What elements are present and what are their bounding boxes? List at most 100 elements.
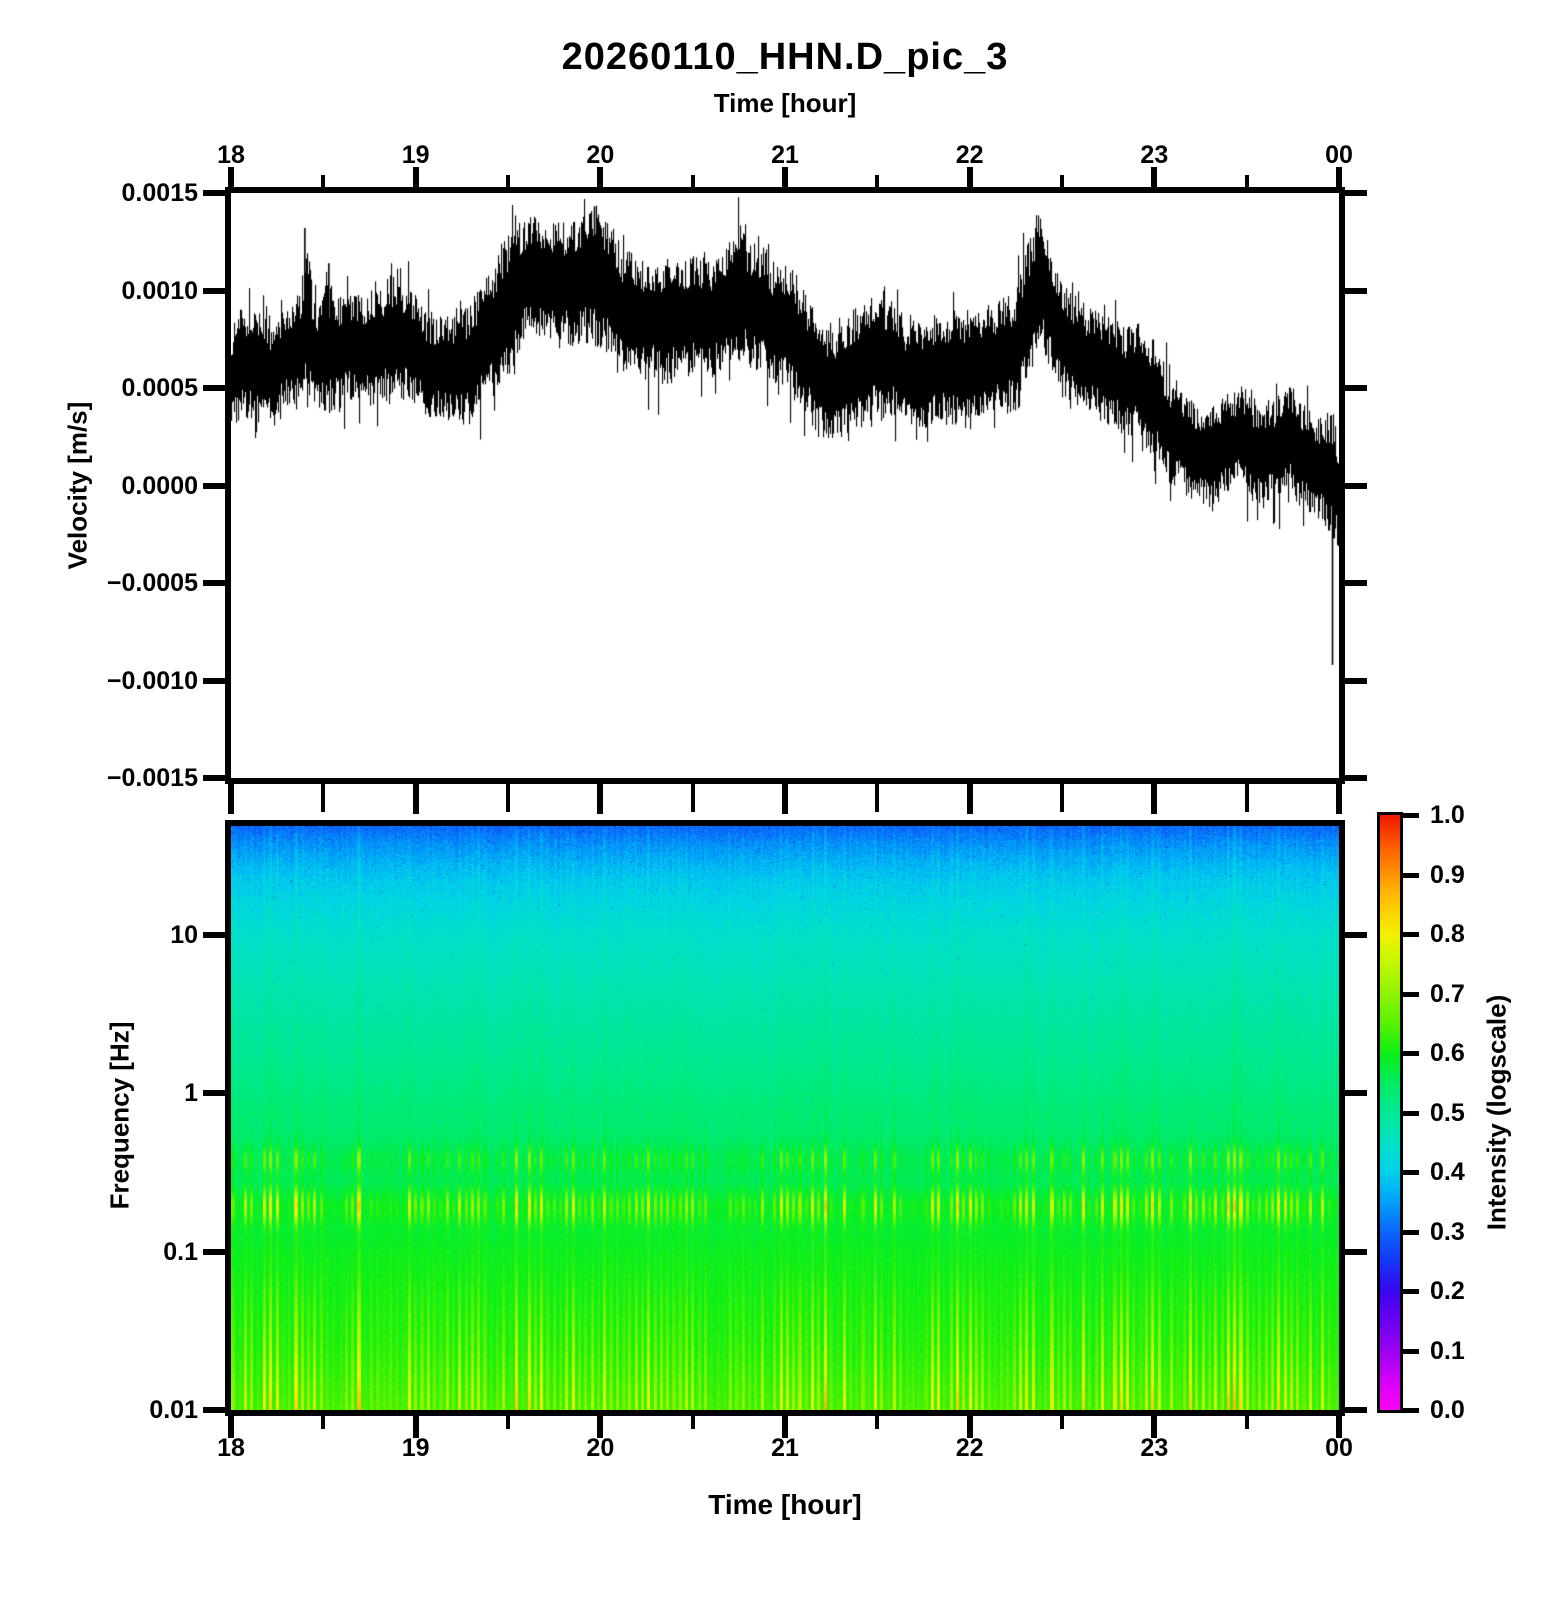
axis-tick-mark — [203, 677, 225, 684]
seismogram-panel — [225, 187, 1345, 784]
axis-tick-mark — [1345, 190, 1367, 196]
spectrogram-canvas — [231, 826, 1339, 1410]
top-time-axis-label: Time [hour] — [713, 88, 857, 118]
axis-tick-mark — [506, 175, 510, 187]
velocity-tick-label: −0.0015 — [106, 764, 198, 792]
axis-tick-mark — [203, 775, 225, 781]
velocity-tick-label: 0.0010 — [121, 276, 198, 305]
axis-tick-mark — [1403, 991, 1419, 997]
bottom-time-axis-label: Time [hour] — [708, 1489, 862, 1520]
colorbar-tick-label: 0.7 — [1430, 979, 1465, 1008]
axis-tick-mark — [203, 1407, 225, 1413]
colorbar-tick-label: 0.9 — [1430, 860, 1465, 889]
axis-tick-mark — [412, 1416, 419, 1438]
spectrogram-x-tick-label: 00 — [1325, 1434, 1353, 1462]
axis-tick-mark — [228, 1416, 234, 1438]
axis-tick-mark — [1345, 1407, 1367, 1413]
axis-tick-mark — [1403, 1110, 1419, 1116]
intensity-axis-label: Intensity (logscale) — [1481, 994, 1512, 1231]
spectrogram-x-tick-label: 18 — [217, 1434, 245, 1462]
axis-tick-mark — [1345, 775, 1367, 781]
colorbar-canvas — [1380, 815, 1400, 1410]
axis-tick-mark — [1345, 932, 1367, 939]
axis-tick-mark — [506, 1416, 510, 1429]
axis-tick-mark — [1060, 175, 1064, 187]
colorbar-tick-label: 0.2 — [1430, 1277, 1465, 1305]
seismogram-x-tick-label: 20 — [586, 141, 615, 169]
axis-tick-mark — [1244, 1416, 1249, 1429]
colorbar-tick-label: 0.0 — [1430, 1396, 1465, 1424]
axis-tick-mark — [1345, 385, 1367, 391]
axis-tick-mark — [782, 1416, 788, 1438]
axis-tick-mark — [597, 1416, 604, 1438]
axis-tick-mark — [690, 175, 695, 187]
spectrogram-x-tick-label: 20 — [586, 1434, 615, 1462]
frequency-tick-label: 0.1 — [163, 1237, 198, 1266]
frequency-tick-label: 0.01 — [149, 1396, 198, 1424]
axis-tick-mark — [1403, 813, 1419, 818]
axis-tick-mark — [690, 784, 695, 812]
axis-tick-mark — [875, 784, 880, 812]
colorbar-tick-label: 0.5 — [1430, 1098, 1465, 1127]
frequency-tick-label: 10 — [170, 921, 198, 950]
colorbar — [1377, 812, 1403, 1413]
axis-tick-mark — [1336, 784, 1342, 814]
axis-tick-mark — [875, 175, 880, 187]
seismogram-x-tick-label: 22 — [955, 141, 984, 169]
axis-tick-mark — [506, 784, 510, 812]
colorbar-tick-label: 0.6 — [1430, 1039, 1465, 1067]
seismogram-waveform-canvas — [231, 193, 1339, 778]
axis-tick-mark — [1060, 1416, 1064, 1429]
axis-tick-mark — [203, 1248, 225, 1255]
axis-tick-mark — [1060, 784, 1064, 812]
axis-tick-mark — [966, 167, 973, 187]
axis-tick-mark — [1336, 1416, 1342, 1438]
axis-tick-mark — [690, 1416, 695, 1429]
axis-tick-mark — [228, 167, 234, 187]
axis-tick-mark — [966, 1416, 973, 1438]
spectrogram-x-tick-label: 23 — [1140, 1434, 1169, 1462]
colorbar-tick-label: 0.4 — [1430, 1158, 1465, 1186]
axis-tick-mark — [1403, 1229, 1419, 1235]
axis-tick-mark — [1403, 1348, 1419, 1354]
axis-tick-mark — [597, 784, 604, 814]
axis-tick-mark — [321, 175, 326, 187]
axis-tick-mark — [321, 784, 326, 812]
axis-tick-mark — [1345, 287, 1367, 294]
axis-tick-mark — [1244, 175, 1249, 187]
axis-tick-mark — [782, 784, 788, 814]
axis-tick-mark — [1345, 482, 1367, 489]
axis-tick-mark — [1403, 1051, 1419, 1056]
axis-tick-mark — [1336, 167, 1342, 187]
colorbar-tick-label: 1.0 — [1430, 801, 1465, 829]
colorbar-tick-label: 0.3 — [1430, 1217, 1465, 1246]
axis-tick-mark — [203, 287, 225, 294]
axis-tick-mark — [203, 1090, 225, 1097]
colorbar-tick-label: 0.1 — [1430, 1336, 1465, 1365]
velocity-tick-label: −0.0010 — [106, 666, 198, 695]
velocity-tick-label: 0.0015 — [121, 179, 198, 207]
axis-tick-mark — [203, 385, 225, 391]
axis-tick-mark — [203, 932, 225, 939]
axis-tick-mark — [1345, 1090, 1367, 1097]
axis-tick-mark — [1403, 1289, 1419, 1294]
spectrogram-panel — [225, 820, 1345, 1416]
axis-tick-mark — [1244, 784, 1249, 812]
axis-tick-mark — [1151, 1416, 1158, 1438]
seismogram-x-tick-label: 21 — [771, 141, 799, 169]
axis-tick-mark — [321, 1416, 326, 1429]
axis-tick-mark — [597, 167, 604, 187]
axis-tick-mark — [782, 167, 788, 187]
page-title: 20260110_HHN.D_pic_3 — [561, 36, 1009, 78]
axis-tick-mark — [412, 167, 419, 187]
seismogram-x-tick-label: 00 — [1325, 141, 1353, 169]
velocity-tick-label: −0.0005 — [106, 569, 198, 597]
axis-tick-mark — [203, 190, 225, 196]
axis-tick-mark — [1403, 1170, 1419, 1175]
velocity-tick-label: 0.0005 — [121, 374, 198, 402]
spectrogram-x-tick-label: 21 — [771, 1434, 799, 1462]
axis-tick-mark — [203, 482, 225, 489]
seismogram-x-tick-label: 23 — [1140, 141, 1169, 169]
axis-tick-mark — [1403, 872, 1419, 878]
axis-tick-mark — [1345, 1248, 1367, 1255]
